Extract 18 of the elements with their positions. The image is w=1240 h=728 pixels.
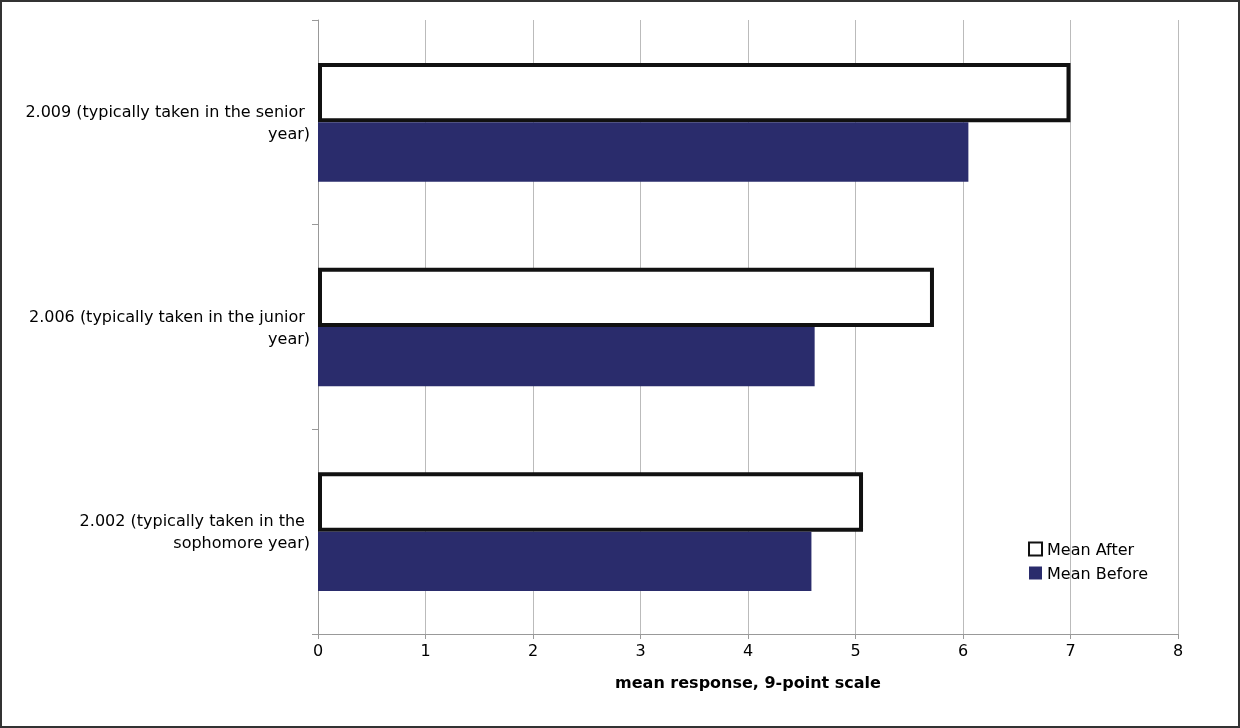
x-tick-label: 3: [635, 640, 646, 660]
x-tick-label: 4: [742, 640, 754, 660]
legend-label: Mean After: [1047, 539, 1135, 559]
bar: [318, 122, 969, 182]
y-tick-label: 2.006 (typically taken in the junior year): [28, 306, 310, 348]
y-tick-label: 2.002 (typically taken in the sophomore year): [79, 511, 310, 553]
x-tick-label: 8: [1172, 640, 1184, 660]
bar: [318, 327, 815, 387]
x-tick-label: 0: [312, 640, 324, 660]
x-tick-label: 2: [527, 640, 539, 660]
x-axis-title: mean response, 9-point scale: [615, 672, 882, 692]
x-tick-label: 7: [1065, 640, 1076, 660]
x-tick-label: 1: [420, 640, 431, 660]
x-tick-label: 6: [957, 640, 969, 660]
x-tick-label: 5: [850, 640, 861, 660]
bar: [318, 531, 812, 592]
legend-label: Mean Before: [1047, 563, 1149, 583]
y-tick-label: 2.009 (typically taken in the senior year): [25, 101, 310, 143]
